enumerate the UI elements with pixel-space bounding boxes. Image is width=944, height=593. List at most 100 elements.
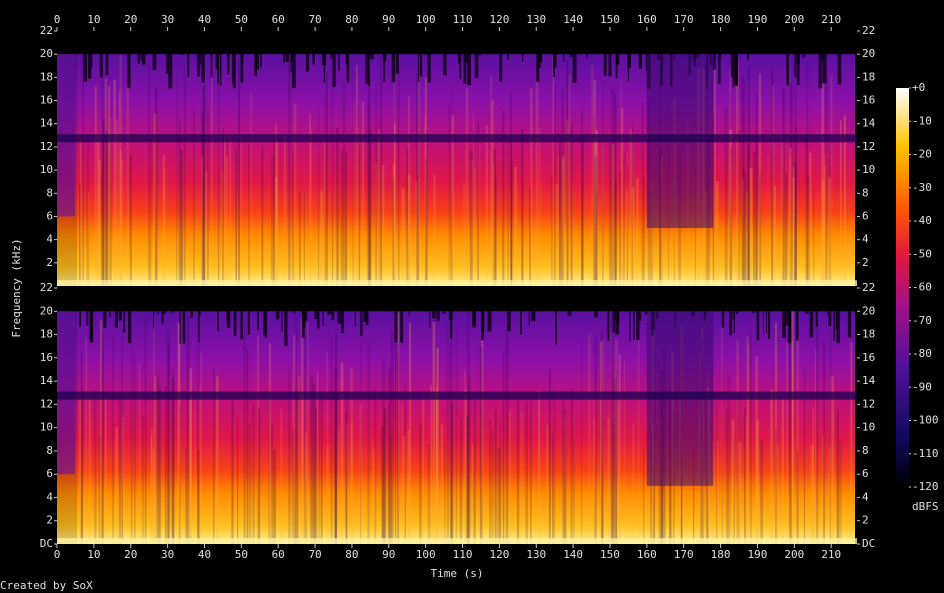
- streak: [717, 441, 719, 544]
- streak: [450, 403, 454, 544]
- notch: [786, 54, 790, 86]
- notch: [719, 54, 722, 58]
- notch: [190, 311, 193, 318]
- notch: [436, 311, 441, 321]
- streak: [108, 86, 111, 287]
- streak: [823, 165, 827, 286]
- notch: [240, 311, 243, 340]
- notch: [312, 54, 315, 65]
- notch: [123, 311, 126, 333]
- y-tick-label: 14: [40, 117, 54, 130]
- y-tick-label: 8: [46, 186, 53, 199]
- notch: [644, 311, 648, 315]
- notch: [284, 311, 288, 347]
- streak: [243, 321, 246, 544]
- streak: [180, 149, 183, 286]
- streak: [521, 129, 524, 286]
- streak: [499, 419, 502, 544]
- notch: [555, 311, 557, 345]
- x-tick-label-top: 130: [526, 13, 546, 26]
- floor: [57, 280, 857, 286]
- y-tick-label-right: 14: [862, 117, 876, 130]
- streak: [336, 128, 339, 286]
- streak: [416, 72, 419, 286]
- notch: [314, 311, 318, 320]
- streak: [288, 367, 291, 544]
- streak: [353, 102, 355, 286]
- streak: [102, 119, 105, 286]
- streak: [596, 190, 598, 286]
- streak: [451, 85, 453, 286]
- streak: [712, 438, 714, 544]
- notch: [332, 54, 336, 88]
- notch: [828, 311, 832, 327]
- x-tick-label: 120: [489, 548, 509, 561]
- streak: [80, 139, 82, 286]
- streak: [325, 71, 328, 286]
- notch: [835, 311, 838, 330]
- streak: [388, 366, 391, 544]
- streak: [614, 377, 617, 544]
- notch: [400, 311, 404, 343]
- notch: [474, 54, 479, 78]
- streak: [294, 381, 297, 544]
- notch: [762, 311, 764, 335]
- notch: [795, 311, 799, 341]
- streak: [815, 349, 817, 544]
- streak: [736, 395, 740, 544]
- streak: [296, 382, 299, 544]
- streak: [201, 112, 204, 286]
- y-tick-label-right: 6: [862, 467, 869, 480]
- x-tick-label-top: 50: [235, 13, 248, 26]
- notch: [787, 311, 790, 313]
- streak: [109, 114, 112, 286]
- streak: [310, 129, 312, 286]
- streak: [299, 190, 301, 286]
- streak: [331, 82, 334, 286]
- colorbar-tick-label: +0: [912, 81, 925, 94]
- streak: [358, 145, 361, 286]
- notch: [629, 311, 631, 342]
- notch: [782, 311, 786, 338]
- streak: [463, 182, 466, 286]
- streak: [823, 339, 826, 544]
- streak: [333, 369, 337, 544]
- notch: [638, 54, 643, 69]
- streak: [744, 171, 747, 286]
- streak: [595, 130, 598, 286]
- streak: [79, 395, 82, 544]
- streak: [149, 142, 152, 286]
- streak: [593, 80, 597, 286]
- notch: [367, 54, 370, 87]
- streak: [207, 110, 209, 287]
- streak: [318, 399, 320, 544]
- colorbar-label: dBFS: [912, 500, 939, 513]
- streak: [784, 173, 788, 286]
- streak: [444, 444, 446, 544]
- streak: [240, 132, 242, 286]
- streak: [775, 428, 777, 544]
- streak: [755, 356, 758, 544]
- streak: [601, 339, 605, 544]
- y-tick-label: 10: [40, 163, 53, 176]
- streak: [557, 154, 559, 286]
- x-tick-label-top: 120: [489, 13, 509, 26]
- streak: [843, 115, 846, 286]
- streak: [271, 155, 274, 286]
- streak: [618, 171, 622, 286]
- streak: [794, 57, 797, 286]
- streak: [626, 151, 629, 286]
- notch: [327, 311, 332, 315]
- streak: [94, 389, 97, 544]
- colorbar-tick-label: -80: [912, 347, 932, 360]
- streak: [485, 125, 488, 286]
- notch: [201, 54, 205, 83]
- streak: [152, 449, 155, 544]
- notch: [450, 311, 453, 339]
- streak: [424, 114, 426, 286]
- streak: [791, 311, 794, 544]
- streak: [176, 75, 178, 286]
- colorbar-tick-label: -50: [912, 247, 932, 260]
- notch: [457, 54, 460, 64]
- streak: [571, 182, 574, 286]
